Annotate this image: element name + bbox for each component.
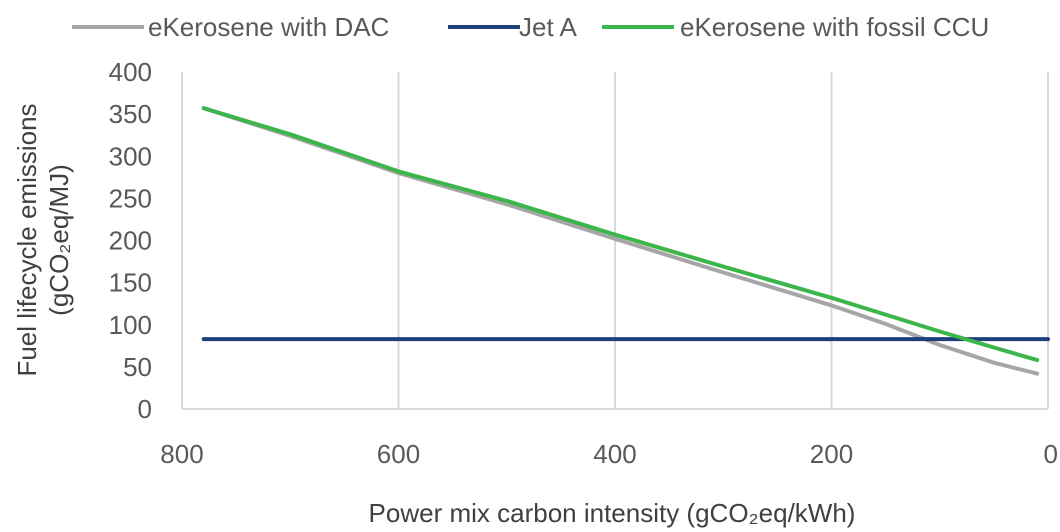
y-tick-label: 400 [109,57,152,87]
y-tick-label: 350 [109,99,152,129]
x-axis-title: Power mix carbon intensity (gCO₂eq/kWh) [369,498,856,528]
y-tick-label: 300 [109,141,152,171]
legend-label-ekerosene-with-fossil-ccu: eKerosene with fossil CCU [680,12,989,42]
y-axis-title-line1: Fuel lifecycle emissions [12,103,42,376]
x-tick-label: 0 [1044,439,1058,469]
x-tick-label: 400 [593,439,636,469]
y-tick-label: 100 [109,310,152,340]
x-tick-label: 600 [377,439,420,469]
series-line-ekerosene-with-fossil-ccu [201,106,1040,363]
legend-label-ekerosene-with-dac: eKerosene with DAC [148,12,389,42]
y-tick-label: 250 [109,183,152,213]
y-tick-label: 200 [109,226,152,256]
x-tick-label: 200 [810,439,853,469]
y-axis-title-line2: (gCO₂eq/MJ) [44,164,74,316]
y-tick-label: 50 [123,352,152,382]
gridlines [397,72,1049,409]
legend-label-jet-a: Jet A [519,12,577,42]
x-tick-label: 800 [160,439,203,469]
series-lines [201,106,1050,376]
tick-labels: 0 50 100 150 200 250 300 350 400 800 600 400 200 0 [109,57,1058,469]
axes [181,72,1048,410]
y-tick-label: 150 [109,268,152,298]
y-tick-label: 0 [138,394,152,424]
legend: eKerosene with DAC Jet A eKerosene with fo… [72,12,989,42]
